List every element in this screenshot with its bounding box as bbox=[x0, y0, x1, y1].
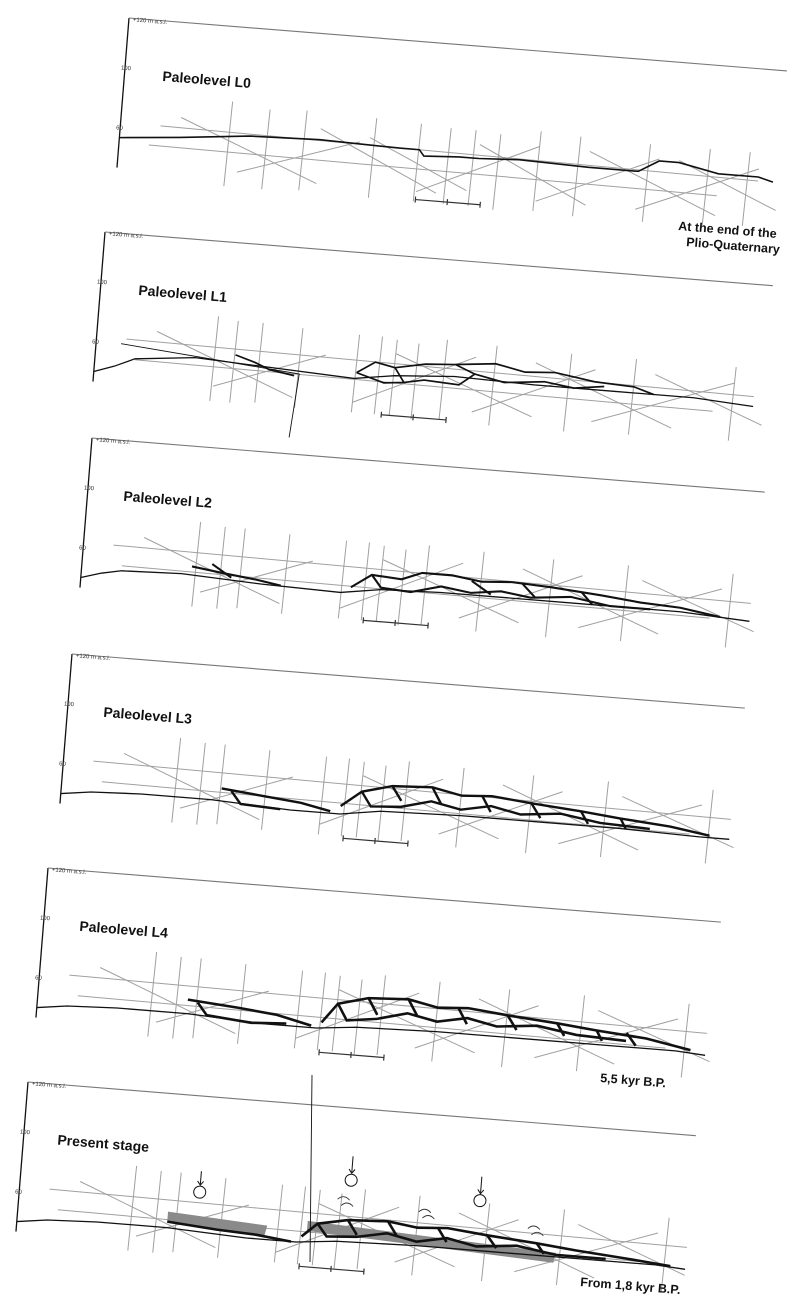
reference-line-top bbox=[27, 1081, 696, 1137]
axis-tick-100: 100 bbox=[40, 916, 51, 923]
axis-tick-60: 60 bbox=[35, 975, 43, 982]
scale-bar bbox=[380, 411, 447, 423]
conduit-maze bbox=[167, 1218, 671, 1268]
conduit-maze bbox=[191, 563, 720, 618]
dripping-water-arrows bbox=[193, 1156, 487, 1208]
axis-tick-100: 100 bbox=[20, 1130, 31, 1137]
paleolevel-conduit bbox=[36, 1005, 706, 1056]
paleolevel-conduit bbox=[16, 1219, 686, 1270]
conduit-maze bbox=[221, 784, 710, 837]
panel-title: Paleolevel L4 bbox=[79, 918, 169, 941]
paleolevel-conduit bbox=[80, 570, 750, 622]
axis-top-label: +120 m a.s.l. bbox=[96, 437, 131, 446]
note-age-1-8-kyr: From 1,8 kyr B.P. bbox=[580, 1275, 681, 1297]
reference-line-top bbox=[128, 17, 787, 72]
fracture-network bbox=[126, 316, 762, 441]
vertical-axis bbox=[79, 437, 93, 588]
paleolevel-conduit bbox=[93, 356, 754, 408]
vertical-axis bbox=[35, 867, 49, 1018]
reference-line-top bbox=[104, 231, 773, 287]
scale-bar bbox=[342, 835, 409, 847]
reference-line-top bbox=[91, 437, 765, 493]
note-age-5-5-kyr: 5,5 kyr B.P. bbox=[600, 1071, 667, 1090]
panel-paleolevel-l4: +120 m a.s.l. 100 60 Paleolevel L4 bbox=[35, 867, 721, 1078]
panel-title: Paleolevel L2 bbox=[123, 488, 213, 511]
paleolevel-conduit bbox=[60, 791, 730, 840]
panel-title: Paleolevel L3 bbox=[103, 704, 193, 727]
vertical-axis bbox=[59, 653, 73, 804]
scale-bar bbox=[362, 617, 429, 629]
axis-top-label: +120 m a.s.l. bbox=[133, 17, 168, 26]
flow-arrows bbox=[337, 1196, 544, 1237]
scale-bar bbox=[298, 1263, 365, 1275]
axis-top-label: +120 m a.s.l. bbox=[52, 867, 87, 876]
fracture-network bbox=[113, 521, 754, 648]
paleolevel-conduit bbox=[119, 135, 774, 183]
axis-tick-100: 100 bbox=[64, 702, 75, 709]
panel-present-stage: +120 m a.s.l. 100 60 Present stage bbox=[15, 1081, 696, 1292]
axis-top-label: +120 m a.s.l. bbox=[32, 1081, 67, 1090]
conduit-maze bbox=[235, 354, 655, 396]
reference-line-top bbox=[71, 653, 745, 709]
axis-tick-60: 60 bbox=[79, 545, 87, 552]
conduit-maze bbox=[187, 996, 691, 1052]
axis-top-label: +120 m a.s.l. bbox=[76, 653, 111, 662]
vertical-axis bbox=[116, 17, 130, 168]
axis-top-label: +120 m a.s.l. bbox=[109, 231, 144, 240]
panel-title: Paleolevel L1 bbox=[138, 282, 228, 305]
scale-bar bbox=[414, 196, 481, 208]
scale-bar bbox=[318, 1049, 385, 1061]
vertical-axis bbox=[15, 1081, 29, 1232]
section-marker bbox=[121, 343, 300, 438]
axis-tick-100: 100 bbox=[84, 486, 95, 493]
panel-paleolevel-l3: +120 m a.s.l. 100 60 Paleolevel L3 bbox=[59, 653, 745, 864]
panel-paleolevel-l0: +120 m a.s.l. 100 60 Paleolevel L0 bbox=[116, 17, 787, 226]
axis-tick-60: 60 bbox=[15, 1189, 23, 1196]
panel-paleolevel-l1: +120 m a.s.l. 100 60 Paleolevel L1 bbox=[92, 231, 773, 441]
fracture-network bbox=[93, 737, 734, 864]
axis-tick-100: 100 bbox=[97, 280, 108, 287]
panel-title: Present stage bbox=[57, 1132, 150, 1155]
panel-title: Paleolevel L0 bbox=[162, 68, 252, 91]
axis-tick-60: 60 bbox=[92, 339, 100, 346]
vertical-axis bbox=[92, 231, 106, 382]
axis-tick-60: 60 bbox=[59, 761, 67, 768]
reference-line-top bbox=[47, 867, 721, 923]
axis-tick-60: 60 bbox=[116, 125, 124, 132]
axis-tick-100: 100 bbox=[121, 66, 132, 73]
section-marker-line bbox=[309, 1074, 313, 1263]
fracture-network bbox=[69, 951, 710, 1078]
panel-paleolevel-l2: +120 m a.s.l. 100 60 Paleolevel L2 bbox=[79, 437, 765, 648]
